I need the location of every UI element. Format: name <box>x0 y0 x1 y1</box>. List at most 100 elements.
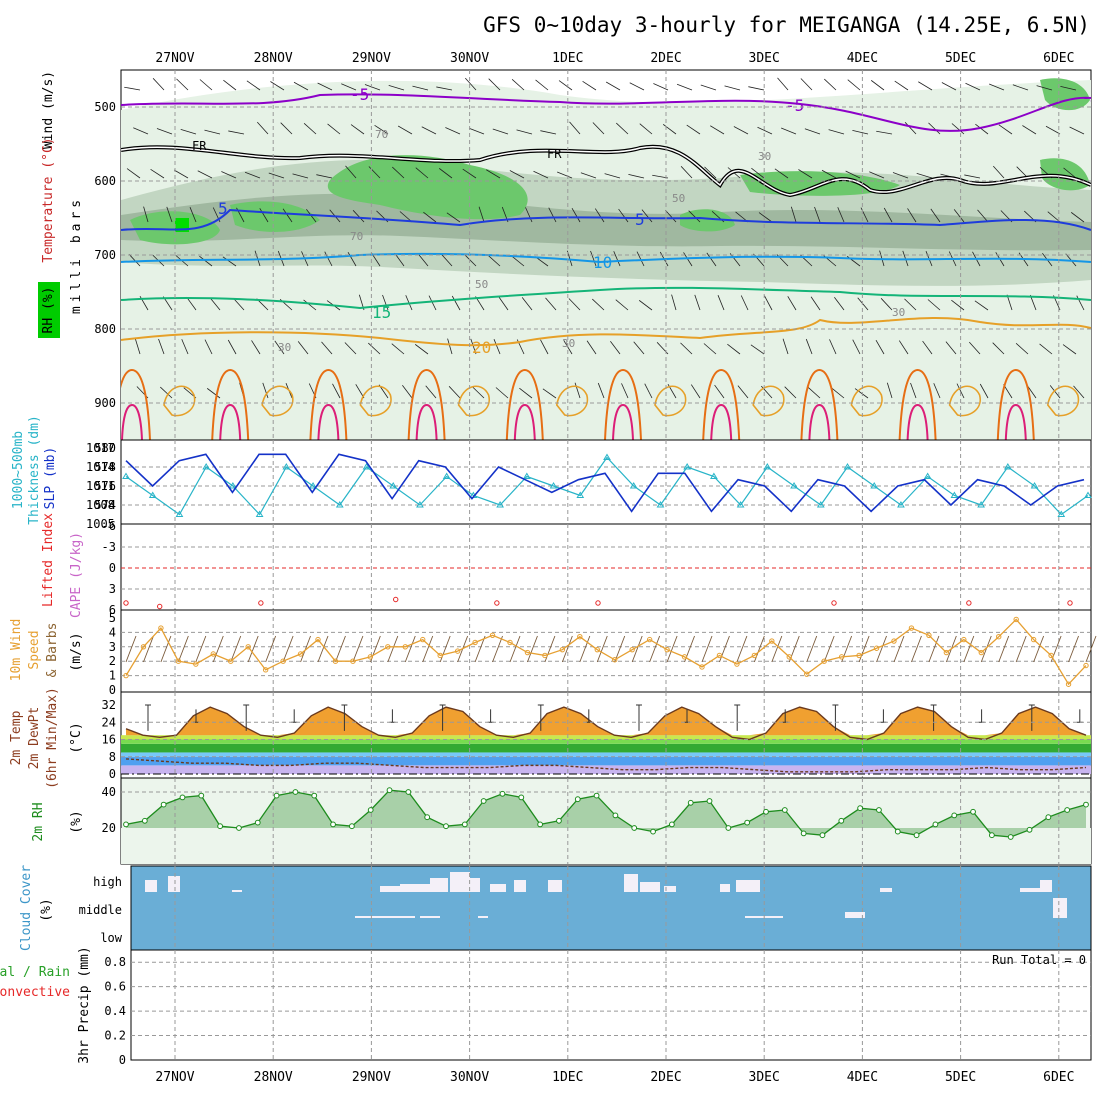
temp-tick-0: 32 <box>102 698 116 712</box>
barb-5-35 <box>974 300 989 311</box>
barb-3-19 <box>594 208 605 223</box>
wind-point-48 <box>961 636 967 643</box>
precip-frame <box>130 949 1092 1061</box>
barb-0-5 <box>246 80 261 91</box>
barb-4-24 <box>706 252 717 267</box>
barb-1-2 <box>180 128 197 135</box>
precip-panel: 0.8 0.6 0.4 0.2 0 Run Total = 0 <box>104 949 1092 1067</box>
wind10-barb-52 <box>1033 635 1045 663</box>
barb-2-22 <box>652 174 669 179</box>
thickness-point-29 <box>897 501 905 508</box>
barb-2-9 <box>345 165 357 179</box>
barb-6-8 <box>321 341 333 355</box>
wind-tick-5: 0 <box>109 683 116 697</box>
rh-point-18 <box>461 821 468 828</box>
rh-point-32 <box>725 825 732 831</box>
cloud-block-9 <box>514 880 526 892</box>
wind10-barb-21 <box>492 635 503 663</box>
barb-4-4 <box>222 256 237 267</box>
barb-3-22 <box>664 209 677 223</box>
temp-band-5 <box>121 735 1091 740</box>
precip-grid <box>131 950 1091 1060</box>
cloud-cover-panel: high middle low <box>79 865 1092 951</box>
rh-point-46 <box>988 832 995 839</box>
contour-30-day-1 <box>219 403 242 440</box>
temp-tick-1: 24 <box>102 715 116 729</box>
wind10-barb-34 <box>719 635 730 663</box>
barb-0-25 <box>724 85 741 91</box>
wind10-barb-29 <box>631 635 643 663</box>
barb-6-15 <box>493 339 501 355</box>
wind-point-29 <box>629 646 635 653</box>
barb-4-19 <box>590 250 597 267</box>
barb-7-32 <box>910 382 917 399</box>
contour-label-minus5-a: -5 <box>350 85 369 104</box>
barb-7-5 <box>262 382 269 399</box>
barb-1-37 <box>1022 125 1037 135</box>
barb-2-0 <box>126 168 141 179</box>
rh-point-16 <box>424 814 431 821</box>
pressure-tick-3: 800 <box>94 322 116 336</box>
rh-point-15 <box>405 789 412 795</box>
barb-6-4 <box>227 339 237 355</box>
wind10-barb-17 <box>422 635 434 663</box>
side-labels: milli bars Wind (m/s) Temperature (°C) R… <box>0 71 92 1064</box>
barb-1-21 <box>639 123 653 135</box>
barb-2-32 <box>892 172 909 179</box>
wind10-barb-24 <box>544 635 556 663</box>
barb-3-1 <box>166 206 173 223</box>
barb-0-8 <box>317 82 333 91</box>
barb-0-39 <box>1060 86 1077 91</box>
barb-0-21 <box>629 82 645 91</box>
barb-7-34 <box>956 383 965 399</box>
barb-0-20 <box>605 81 621 91</box>
wind-label-10m: 10m Wind <box>9 619 24 682</box>
upper-air-grid <box>121 70 1091 440</box>
rh-band-green-1 <box>327 155 528 220</box>
cloud-block-19 <box>355 916 415 918</box>
rh2m-markers <box>123 787 1089 840</box>
wind-point-51 <box>1013 616 1019 623</box>
rh-point-3 <box>179 794 186 801</box>
slp-line <box>125 453 1085 513</box>
barb-0-27 <box>777 77 789 91</box>
barb-2-36 <box>992 165 1005 179</box>
precip-tick-1: 0.6 <box>104 980 126 994</box>
barb-6-26 <box>750 344 765 355</box>
rh-point-22 <box>537 821 544 828</box>
rh-point-29 <box>668 821 675 828</box>
contour-25-day-5 <box>604 368 642 440</box>
barb-0-10 <box>364 84 381 91</box>
barb-1-9 <box>350 124 365 135</box>
barb-7-33 <box>933 383 941 399</box>
thickness-point-3 <box>202 463 211 470</box>
precip-axis-ticks: 0.8 0.6 0.4 0.2 0 <box>104 955 126 1067</box>
barb-6-20 <box>610 340 621 355</box>
wind10-barb-31 <box>666 635 678 663</box>
wind-point-36 <box>751 652 758 659</box>
barb-1-11 <box>397 125 413 135</box>
cloud-block-21 <box>478 916 488 918</box>
wind-point-12 <box>332 658 339 664</box>
bottom-date-8: 5DEC <box>945 1070 976 1085</box>
thickness-point-12 <box>442 472 451 479</box>
barb-0-26 <box>748 86 765 91</box>
upper-ylabel-millibars: milli bars <box>69 196 84 314</box>
barb-5-18 <box>568 298 581 311</box>
rh-point-25 <box>593 792 600 799</box>
rh-point-10 <box>311 792 318 799</box>
top-date-3: 30NOV <box>450 51 489 66</box>
li-tick-0: -6 <box>102 519 116 533</box>
barb-5-26 <box>764 295 773 311</box>
stability-grid <box>121 524 1091 610</box>
rh-point-14 <box>386 787 393 794</box>
barb-1-0 <box>133 127 149 135</box>
barb-5-2 <box>186 296 197 311</box>
barb-2-5 <box>244 171 261 179</box>
rh-point-6 <box>236 825 242 831</box>
wind10-barb-10 <box>300 635 311 663</box>
contour-30-day-8 <box>906 403 929 440</box>
barb-1-31 <box>876 130 893 135</box>
thickness-point-17 <box>576 491 585 498</box>
slp-thickness-panel: 580 578 576 574 1017 1014 1011 1008 1005 <box>86 439 1092 531</box>
